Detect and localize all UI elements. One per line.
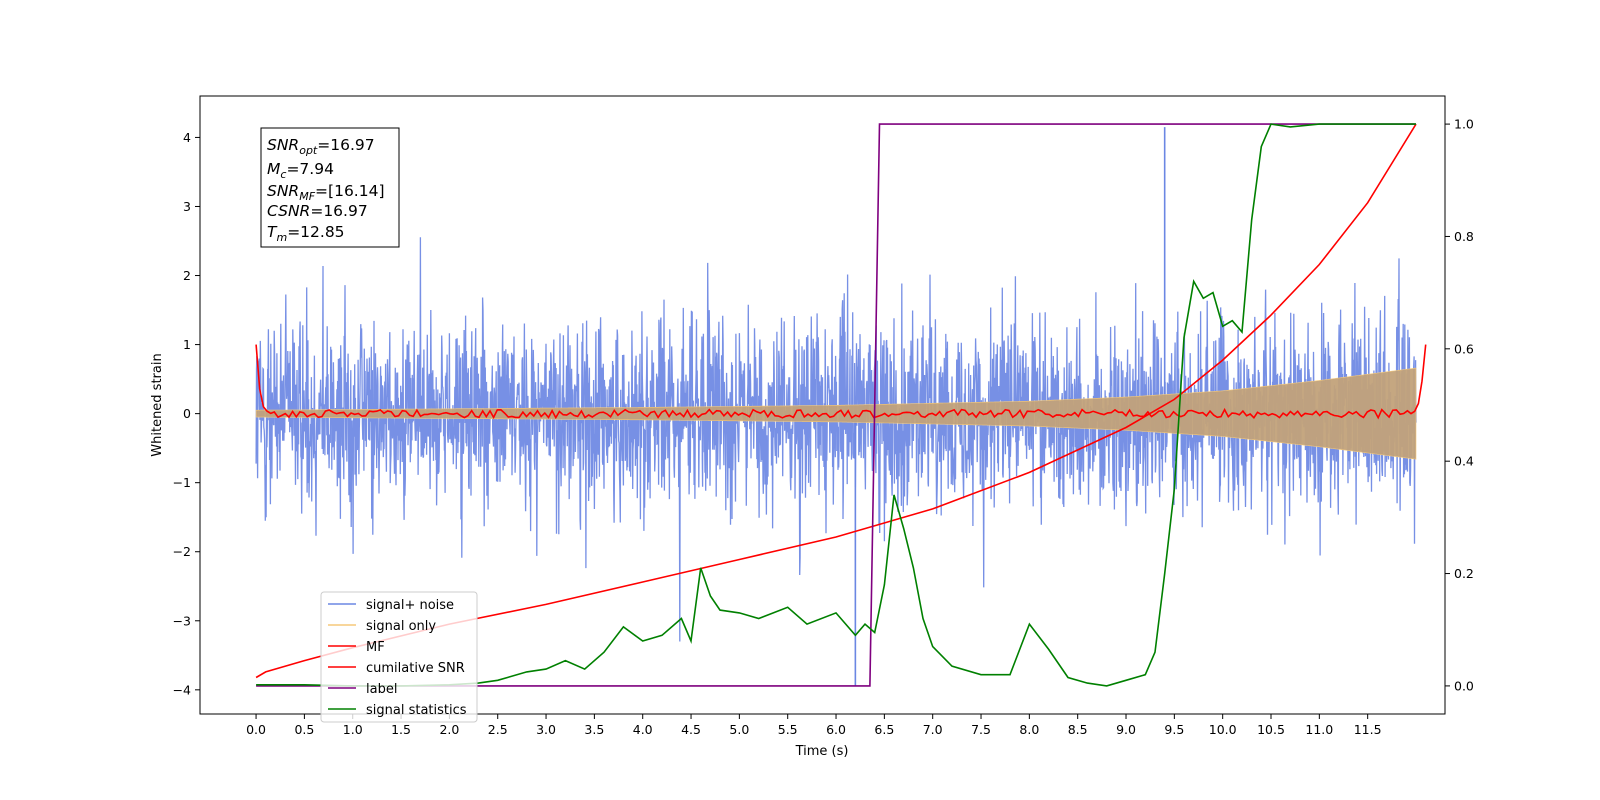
legend-entry-label: label: [328, 682, 397, 697]
legend-entry-signal-statistics: signal statistics: [328, 703, 467, 718]
x-tick-label: 10.0: [1209, 722, 1237, 737]
legend-entry-signal-plus-noise: signal+ noise: [328, 598, 454, 613]
x-tick-label: 8.5: [1068, 722, 1088, 737]
legend-entry-cumilative-snr: cumilative SNR: [328, 661, 465, 676]
legend-frame: [320, 591, 478, 723]
y2-tick-label: 1.0: [1454, 117, 1474, 132]
y-axis-label: Whitened strain: [150, 353, 165, 456]
series-line-signal-statistics: [256, 123, 1416, 687]
info-snr-mf: SNRMF=[16.14]: [267, 182, 385, 203]
legend-label-cumilative-snr: cumilative SNR: [366, 661, 465, 676]
y2-tick-label: 0.6: [1454, 341, 1474, 356]
y2-tick-label: 0.0: [1454, 678, 1474, 693]
legend: signal+ noise signal only MF cumilative …: [320, 591, 478, 723]
x-tick-label: 1.0: [343, 722, 363, 737]
x-tick-label: 0.0: [246, 722, 266, 737]
info-tm: Tm=12.85: [267, 223, 345, 244]
y-tick-label: 4: [183, 130, 191, 145]
x-tick-label: 8.0: [1019, 722, 1039, 737]
x-tick-label: 4.0: [633, 722, 653, 737]
legend-label-signal-only: signal only: [366, 619, 436, 634]
y-axis-ticks: 4 3 2 1 0 −1 −2 −3 −4: [173, 130, 200, 697]
info-csnr: CSNR=16.97: [267, 202, 368, 220]
x-tick-label: 1.5: [391, 722, 411, 737]
x-tick-label: 5.5: [778, 722, 798, 737]
x-tick-label: 9.5: [1164, 722, 1184, 737]
x-tick-label: 9.0: [1116, 722, 1136, 737]
y-tick-label: 3: [183, 199, 191, 214]
legend-label-mf: MF: [366, 640, 385, 655]
x-tick-label: 0.5: [294, 722, 314, 737]
y-tick-label: −3: [173, 613, 191, 628]
info-mc: Mc=7.94: [267, 160, 334, 181]
x-axis-ticks: 0.0 0.5 1.0 1.5 2.0 2.5 3.0 3.5 4.0 4.5 5.0 5.5 6.0 6…: [246, 714, 1382, 737]
info-snr-opt: SNRopt=16.97: [267, 136, 375, 157]
x-tick-label: 2.5: [488, 722, 508, 737]
series-line-mf: [255, 344, 1427, 420]
y2-axis-ticks: 1.0 0.8 0.6 0.4 0.2 0.0: [1445, 117, 1474, 693]
x-tick-label: 4.5: [681, 722, 701, 737]
info-box: SNRopt=16.97 Mc=7.94 SNRMF=[16.14] CSNR=…: [260, 127, 400, 248]
series-signal-statistics: [256, 123, 1416, 687]
x-tick-label: 10.5: [1257, 722, 1285, 737]
legend-label-signal-statistics: signal statistics: [366, 703, 467, 718]
x-tick-label: 6.5: [874, 722, 894, 737]
x-tick-label: 5.0: [729, 722, 749, 737]
y-tick-label: −4: [173, 682, 191, 697]
y-tick-label: 2: [183, 268, 191, 283]
series-line-label: [256, 123, 1416, 687]
y-tick-label: −1: [173, 475, 191, 490]
y-tick-label: 0: [183, 406, 191, 421]
y2-tick-label: 0.4: [1454, 454, 1474, 469]
y-tick-label: 1: [183, 337, 191, 352]
y2-tick-label: 0.8: [1454, 229, 1474, 244]
x-tick-label: 7.5: [971, 722, 991, 737]
x-tick-label: 11.0: [1305, 722, 1333, 737]
legend-label-signal-plus-noise: signal+ noise: [366, 598, 454, 613]
info-box-frame: [260, 127, 400, 248]
axes-frame: [199, 95, 1446, 715]
y2-tick-label: 0.2: [1454, 566, 1474, 581]
x-tick-label: 2.0: [439, 722, 459, 737]
legend-entry-signal-only: signal only: [328, 619, 436, 634]
legend-entry-mf: MF: [328, 640, 385, 655]
x-tick-label: 6.0: [826, 722, 846, 737]
x-tick-label: 7.0: [923, 722, 943, 737]
x-axis-label: Time (s): [795, 744, 849, 759]
series-label: [256, 123, 1416, 687]
y-tick-label: −2: [173, 544, 191, 559]
x-tick-label: 3.5: [584, 722, 604, 737]
x-tick-label: 3.0: [536, 722, 556, 737]
series-mf: [255, 344, 1427, 420]
x-tick-label: 11.5: [1354, 722, 1382, 737]
legend-label-label: label: [366, 682, 397, 697]
